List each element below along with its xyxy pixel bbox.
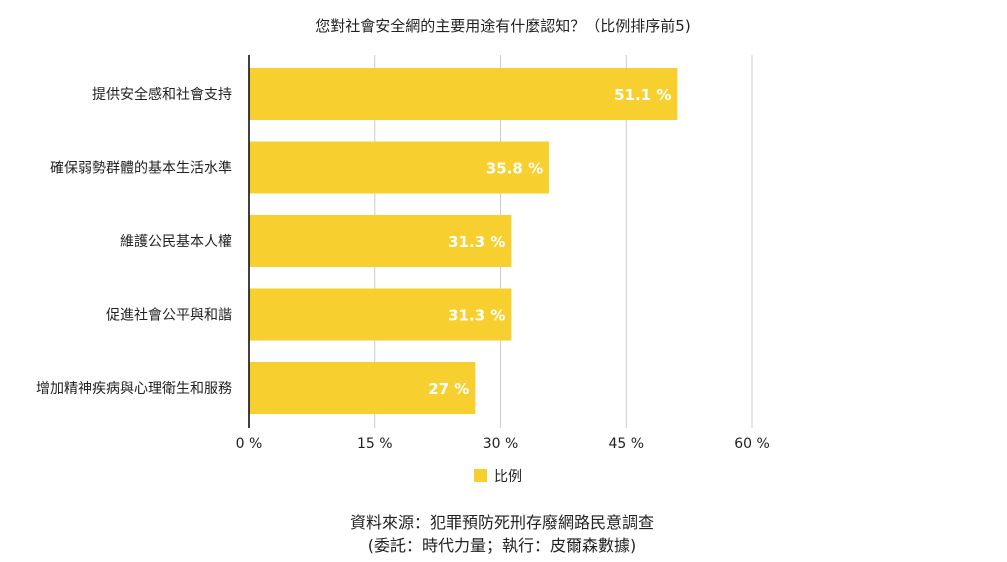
bar-value-label: 27 % <box>428 380 469 398</box>
category-label: 維護公民基本人權 <box>120 233 232 250</box>
x-tick-label: 45 % <box>608 436 644 452</box>
bar <box>249 215 512 267</box>
x-tick-label: 15 % <box>357 436 393 452</box>
bar-value-label: 31.3 % <box>448 307 505 325</box>
bar <box>249 141 550 194</box>
bar <box>249 68 678 120</box>
chart-title: 您對社會安全網的主要用途有什麼認知？（比例排序前5) <box>315 17 690 35</box>
category-label: 增加精神疾病與心理衛生和服務 <box>36 381 232 397</box>
x-tick-label: 0 % <box>236 436 263 452</box>
x-tick-label: 60 % <box>734 436 770 452</box>
category-label: 促進社會公平與和諧 <box>106 308 232 324</box>
bar-value-label: 51.1 % <box>614 86 671 104</box>
source-line-2: (委託：時代力量；執行：皮爾森數據) <box>368 536 637 555</box>
legend-swatch <box>474 469 487 482</box>
source-line-1: 資料來源：犯罪預防死刑存廢網路民意調查 <box>350 513 654 532</box>
category-label: 提供安全感和社會支持 <box>92 86 232 103</box>
bar-value-label: 35.8 % <box>486 160 543 178</box>
bar <box>249 288 512 341</box>
bar-value-label: 31.3 % <box>448 233 505 251</box>
legend: 比例 <box>474 469 522 485</box>
bars: 51.1 % 35.8 % 31.3 % 31.3 % 27 % <box>249 68 678 414</box>
category-label: 確保弱勢群體的基本生活水準 <box>50 160 232 177</box>
axes: 0 % 15 % 30 % 45 % 60 % 提供安全感和社會支持確保弱勢群體的基本生活… <box>36 55 770 452</box>
x-tick-label: 30 % <box>483 436 519 452</box>
legend-label: 比例 <box>494 469 522 485</box>
bar <box>249 362 476 414</box>
